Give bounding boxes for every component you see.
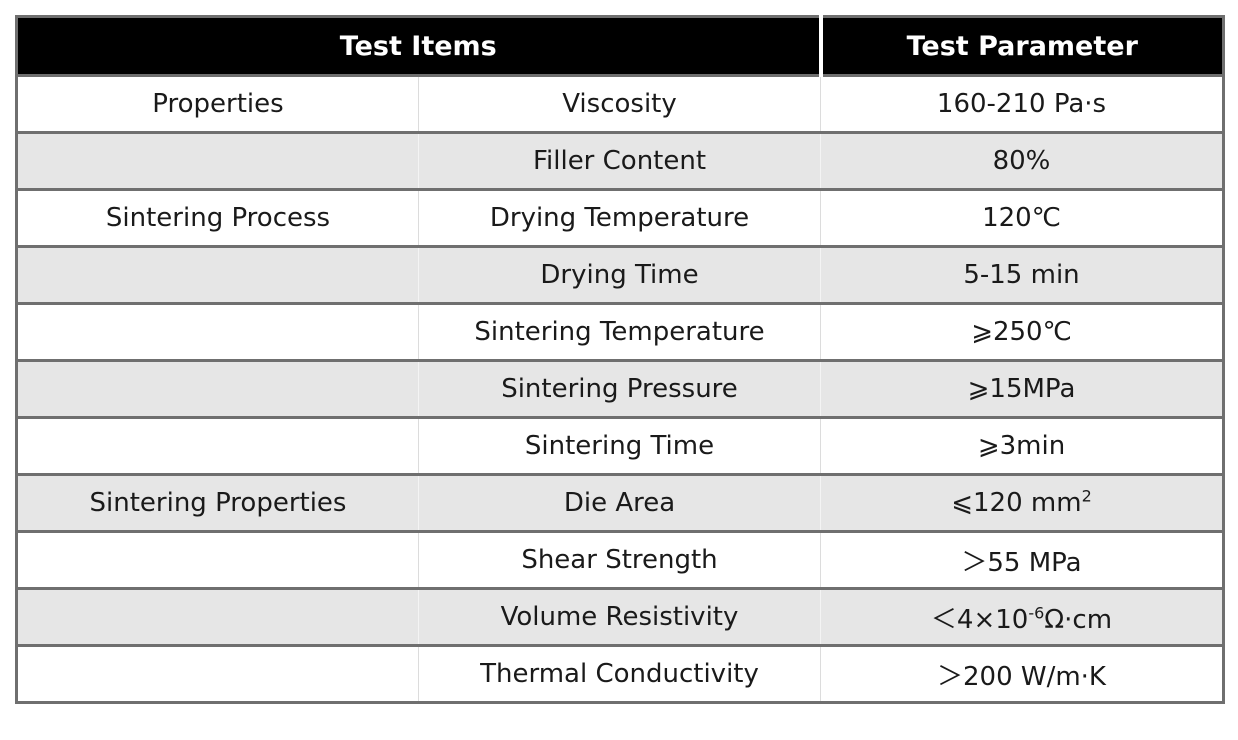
table-row: Filler Content 80%	[16, 131, 1224, 190]
parameter-value: ＜4×10	[930, 604, 1029, 635]
category-cell	[16, 302, 419, 361]
table-row: Sintering Properties Die Area ⩽120 mm2	[16, 473, 1224, 532]
parameter-cell: ⩾3min	[820, 416, 1224, 475]
parameter-cell: ⩾15MPa	[820, 359, 1224, 418]
item-cell: Sintering Time	[418, 416, 821, 475]
parameter-superscript: 2	[1081, 486, 1092, 506]
header-test-items: Test Items	[16, 16, 821, 76]
parameter-cell: 80%	[820, 131, 1224, 190]
table-row: Drying Time 5-15 min	[16, 245, 1224, 304]
parameter-cell: ⩾250℃	[820, 302, 1224, 361]
table-row: Sintering Temperature ⩾250℃	[16, 302, 1224, 361]
category-cell: Properties	[16, 74, 419, 133]
parameter-cell: 160-210 Pa·s	[820, 74, 1224, 133]
item-cell: Sintering Pressure	[418, 359, 821, 418]
item-cell: Filler Content	[418, 131, 821, 190]
parameter-cell: ＜4×10-6Ω·cm	[820, 587, 1224, 646]
table-row: Volume Resistivity ＜4×10-6Ω·cm	[16, 587, 1224, 646]
item-cell: Viscosity	[418, 74, 821, 133]
parameter-cell: 5-15 min	[820, 245, 1224, 304]
table-row: Properties Viscosity 160-210 Pa·s	[16, 74, 1224, 133]
category-cell: Sintering Process	[16, 188, 419, 247]
category-cell	[16, 416, 419, 475]
table-row: Shear Strength ＞55 MPa	[16, 530, 1224, 589]
item-cell: Sintering Temperature	[418, 302, 821, 361]
table-row: Sintering Pressure ⩾15MPa	[16, 359, 1224, 418]
item-cell: Drying Time	[418, 245, 821, 304]
item-cell: Volume Resistivity	[418, 587, 821, 646]
header-row: Test Items Test Parameter	[16, 16, 1224, 76]
category-cell	[16, 530, 419, 589]
parameter-cell: ⩽120 mm2	[820, 473, 1224, 532]
parameter-cell: 120℃	[820, 188, 1224, 247]
parameter-cell: ＞55 MPa	[820, 530, 1224, 589]
category-cell	[16, 644, 419, 703]
table-row: Thermal Conductivity ＞200 W/m·K	[16, 644, 1224, 703]
item-cell: Die Area	[418, 473, 821, 532]
parameter-unit: Ω·cm	[1044, 604, 1113, 635]
parameter-cell: ＞200 W/m·K	[820, 644, 1224, 703]
item-cell: Shear Strength	[418, 530, 821, 589]
table-row: Sintering Time ⩾3min	[16, 416, 1224, 475]
item-cell: Thermal Conductivity	[418, 644, 821, 703]
category-cell	[16, 131, 419, 190]
parameter-superscript: -6	[1028, 602, 1045, 622]
parameter-value: ⩽120 mm	[951, 488, 1082, 518]
category-cell: Sintering Properties	[16, 473, 419, 532]
table-row: Sintering Process Drying Temperature 120…	[16, 188, 1224, 247]
category-cell	[16, 245, 419, 304]
header-test-parameter: Test Parameter	[818, 16, 1224, 76]
category-cell	[16, 587, 419, 646]
item-cell: Drying Temperature	[418, 188, 821, 247]
spec-table: Test Items Test Parameter Properties Vis…	[15, 15, 1225, 704]
category-cell	[16, 359, 419, 418]
